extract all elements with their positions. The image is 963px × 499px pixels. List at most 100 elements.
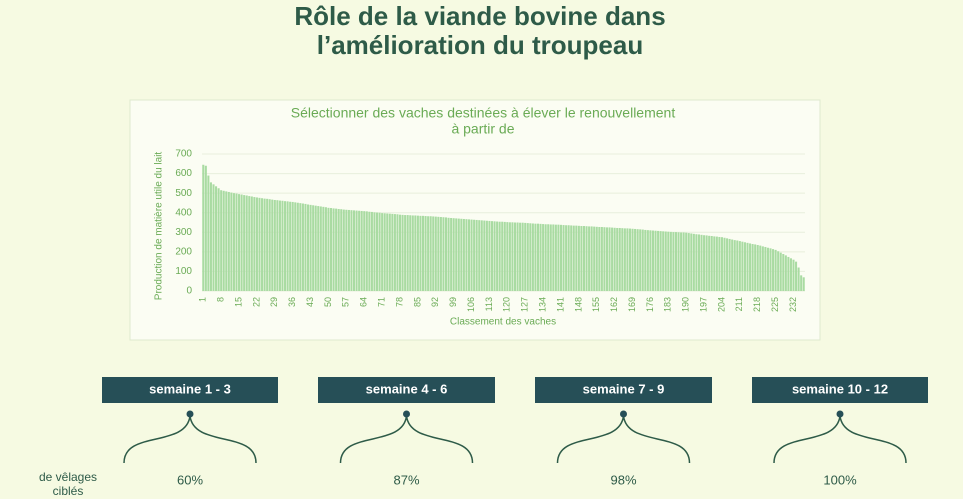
y-tick-label: 500 xyxy=(175,188,192,199)
bar xyxy=(450,217,453,291)
bar xyxy=(526,223,529,291)
bar xyxy=(335,208,338,291)
week-box xyxy=(318,377,495,403)
bar xyxy=(664,231,667,291)
chart-title: à partir de xyxy=(451,121,514,137)
bar xyxy=(726,238,729,291)
bar xyxy=(227,191,230,291)
bar xyxy=(692,233,695,291)
bar xyxy=(230,192,233,291)
bar xyxy=(644,229,647,291)
bar xyxy=(682,232,685,291)
bar xyxy=(404,215,407,291)
bar xyxy=(475,219,478,291)
bar xyxy=(222,190,225,291)
bar xyxy=(220,190,223,291)
bar xyxy=(616,227,619,291)
bar xyxy=(332,208,335,291)
x-tick-label: 183 xyxy=(663,297,673,312)
bar xyxy=(654,230,657,291)
bar xyxy=(327,207,330,291)
bar xyxy=(628,228,631,291)
bar xyxy=(485,220,488,291)
x-tick-label: 225 xyxy=(770,297,780,312)
row-label: ciblés xyxy=(53,484,84,498)
bar xyxy=(467,219,471,291)
x-tick-label: 155 xyxy=(591,297,601,312)
bar xyxy=(465,219,468,291)
bar xyxy=(588,226,591,291)
bar xyxy=(784,255,787,291)
bar xyxy=(572,225,575,291)
bar xyxy=(749,243,752,291)
bar xyxy=(685,232,688,291)
x-tick-label: 197 xyxy=(698,297,708,312)
bar xyxy=(636,229,639,291)
bar xyxy=(409,215,412,291)
bar xyxy=(585,226,588,291)
bar xyxy=(695,234,698,291)
bar xyxy=(414,215,417,291)
bar xyxy=(204,165,207,291)
bar xyxy=(424,216,427,291)
bar xyxy=(751,244,754,291)
x-tick-label: 141 xyxy=(555,297,565,312)
bar xyxy=(301,203,304,291)
bar xyxy=(263,198,266,291)
x-axis-label: Classement des vaches xyxy=(450,317,556,328)
bar xyxy=(235,193,238,291)
bar xyxy=(603,227,606,291)
bar xyxy=(657,230,660,291)
bar xyxy=(761,246,764,291)
target-value: 87% xyxy=(393,472,419,487)
bar xyxy=(567,225,570,291)
bar xyxy=(286,201,289,291)
bar xyxy=(649,230,652,291)
bar xyxy=(508,222,511,291)
bar xyxy=(715,236,718,291)
bar xyxy=(427,216,430,291)
bar xyxy=(613,227,616,291)
bar xyxy=(271,199,274,291)
bar xyxy=(552,224,555,291)
bar xyxy=(608,227,611,291)
bar xyxy=(667,231,670,291)
x-tick-label: 22 xyxy=(251,297,261,307)
bar xyxy=(759,245,762,291)
bar xyxy=(539,223,542,291)
bar xyxy=(396,214,399,291)
bar xyxy=(240,194,243,291)
bar xyxy=(700,234,703,291)
bar xyxy=(493,221,496,291)
bar xyxy=(419,215,422,291)
bar xyxy=(728,238,731,291)
bar xyxy=(641,229,644,291)
bar xyxy=(299,203,302,291)
bar xyxy=(378,212,381,291)
bar xyxy=(672,232,675,291)
x-tick-label: 120 xyxy=(502,297,512,312)
bar xyxy=(524,222,527,291)
bar xyxy=(238,194,241,291)
week-label: semaine 1 - 3 xyxy=(149,381,231,396)
slide-title: Rôle de la viande bovine dans xyxy=(294,1,665,31)
x-tick-label: 85 xyxy=(412,297,422,307)
bar xyxy=(582,226,586,291)
x-tick-label: 1 xyxy=(198,297,208,302)
bar xyxy=(370,211,373,291)
y-tick-label: 0 xyxy=(186,286,192,297)
bar xyxy=(720,237,723,291)
bar xyxy=(225,191,228,291)
x-tick-label: 36 xyxy=(287,297,297,307)
bar xyxy=(391,213,394,291)
bar xyxy=(376,212,379,291)
bar xyxy=(278,200,281,291)
bar xyxy=(542,224,545,291)
bar xyxy=(442,217,445,291)
bar xyxy=(337,208,340,291)
target-value: 60% xyxy=(177,472,203,487)
bar xyxy=(506,222,509,291)
y-tick-label: 600 xyxy=(175,168,192,179)
bar xyxy=(353,210,356,291)
bar xyxy=(393,214,396,291)
